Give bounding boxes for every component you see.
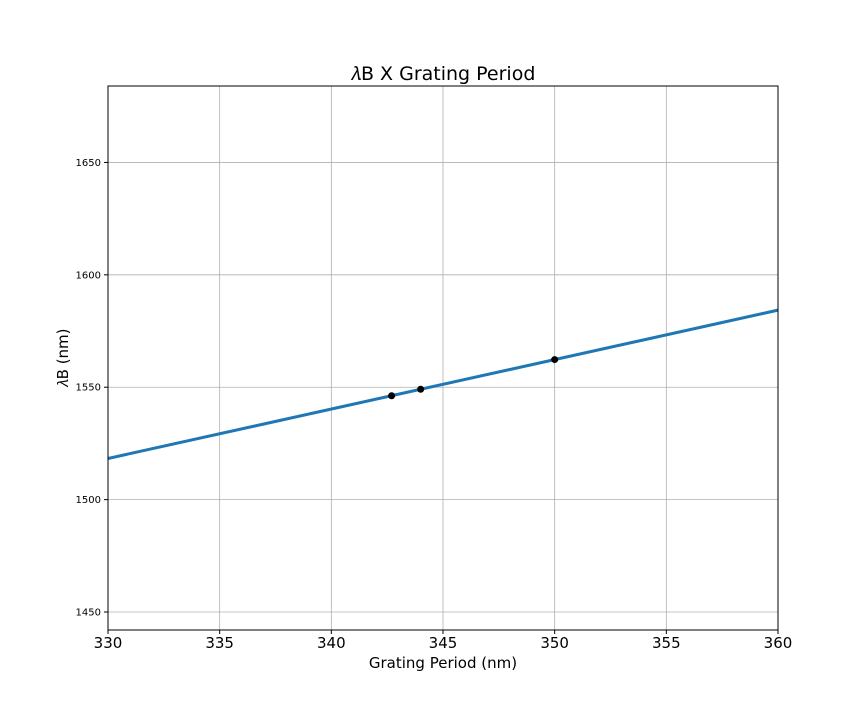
x-tick-label: 330 <box>94 634 123 652</box>
x-tick-label: 335 <box>205 634 234 652</box>
axis-ticks: 330 335 340 345 350 355 360 1450 1500 1550 1600 165… <box>76 158 793 652</box>
plot-area <box>107 308 779 460</box>
y-tick-label: 1650 <box>76 158 101 169</box>
x-tick-label: 355 <box>652 634 681 652</box>
x-axis-label: Grating Period (nm) <box>369 654 517 672</box>
x-tick-label: 360 <box>764 634 793 652</box>
data-point-marker <box>388 392 396 400</box>
y-axis-label: 𝜆B (nm) <box>54 328 72 387</box>
chart-title: 𝜆B X Grating Period <box>351 63 536 85</box>
y-tick-label: 1500 <box>76 495 101 506</box>
x-tick-label: 345 <box>429 634 458 652</box>
y-tick-label: 1550 <box>76 383 101 394</box>
y-tick-label: 1450 <box>76 608 101 619</box>
data-point-marker <box>551 356 559 364</box>
grid <box>107 86 779 630</box>
x-tick-label: 350 <box>540 634 569 652</box>
y-tick-label: 1600 <box>76 270 101 281</box>
data-point-marker <box>417 385 425 393</box>
x-tick-label: 340 <box>317 634 346 652</box>
series-line <box>107 308 779 460</box>
